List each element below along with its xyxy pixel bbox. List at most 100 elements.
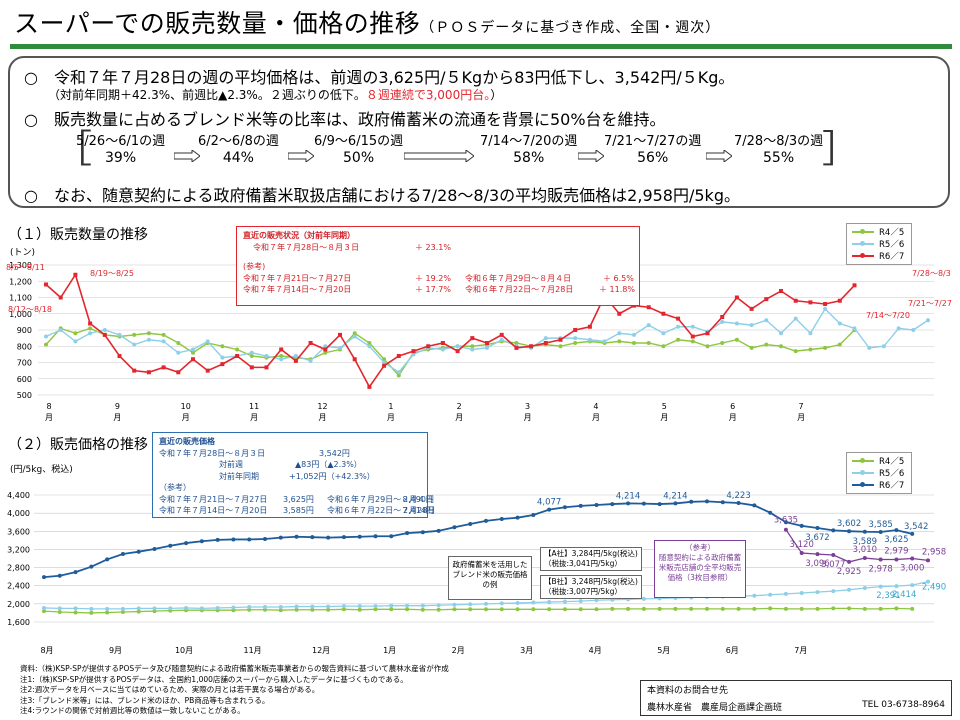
data-point <box>573 341 578 345</box>
company-a-price: 【A社】3,284円/5kg(税込) （税抜:3,041円/5kg） <box>540 547 642 571</box>
data-point <box>749 323 754 328</box>
data-point <box>587 324 592 329</box>
data-point <box>720 319 725 324</box>
data-point <box>352 331 357 336</box>
data-point <box>878 606 883 611</box>
data-point <box>847 587 852 592</box>
y-tick-label: 1,300 <box>9 261 32 270</box>
data-point <box>847 529 852 534</box>
data-point <box>484 601 488 606</box>
data-point <box>881 344 886 349</box>
data-point <box>420 603 425 608</box>
annotation-label: 7/14～7/20 <box>866 311 910 320</box>
title-sub: （ＰＯＳデータに基づき作成、全国・週次） <box>420 20 721 36</box>
data-point <box>88 326 93 331</box>
contact-box: 本資料のお問合せ先 農林水産省 農産局企画課企画班 TEL 03-6738-896… <box>640 680 952 716</box>
data-point <box>862 529 867 534</box>
data-point <box>44 334 48 339</box>
data-point <box>862 606 867 611</box>
data-point <box>661 311 666 316</box>
data-point <box>341 604 346 609</box>
legend-item-r4: R4／5 <box>852 226 906 238</box>
data-label: 3,010 <box>853 545 877 555</box>
series-line <box>45 272 856 389</box>
data-point <box>411 349 416 354</box>
data-point <box>736 606 741 611</box>
data-point <box>152 546 157 551</box>
data-point <box>573 336 578 341</box>
data-point <box>152 606 157 611</box>
data-point <box>405 607 410 612</box>
x-tick-label: 4 <box>593 402 598 411</box>
data-point <box>278 605 283 610</box>
data-point <box>720 341 725 345</box>
section-heading-price: （２）販売価格の推移 <box>8 437 148 453</box>
data-point <box>690 339 695 344</box>
data-point <box>768 510 773 515</box>
x-tick-unit: 月 <box>797 413 805 422</box>
data-point <box>247 537 252 542</box>
data-point <box>752 593 757 598</box>
data-point <box>105 557 110 562</box>
data-point <box>176 370 181 375</box>
data-point <box>793 349 798 354</box>
data-point <box>57 606 62 611</box>
x-tick-label: 12 <box>317 402 327 411</box>
data-point <box>531 607 536 612</box>
blend-ratio-row: ［ 5/26～6/1の週 39% 6/2～6/8の週 44% 6/9～6/15の週 5… <box>54 130 860 170</box>
data-point <box>768 606 773 611</box>
data-point <box>514 345 519 350</box>
data-point <box>44 342 48 347</box>
data-point <box>499 517 504 522</box>
data-point <box>749 345 754 350</box>
x-tick-unit: 月 <box>318 413 326 422</box>
x-tick-unit: 月 <box>113 413 121 422</box>
data-point <box>499 607 504 612</box>
data-point <box>808 300 813 305</box>
annotation-label: 7/21～7/27 <box>908 299 952 308</box>
data-point <box>799 523 804 528</box>
data-point <box>357 607 362 612</box>
ratio-item: 6/2～6/8の週 44% <box>198 134 279 166</box>
data-point <box>120 551 125 556</box>
x-tick-unit: 月 <box>45 413 53 422</box>
data-point <box>799 606 804 611</box>
govt-stockpile-note: （参考） 随意契約による政府備蓄米販売店舗の全平均販売価格（3枚目参照） <box>654 540 746 598</box>
ratio-item: 6/9～6/15の週 50% <box>314 134 404 166</box>
x-tick-unit: 月 <box>387 413 395 422</box>
data-point <box>720 315 725 319</box>
data-point <box>641 501 646 506</box>
data-point <box>578 503 583 508</box>
data-point <box>632 341 636 345</box>
data-point <box>73 272 78 277</box>
arrow-icon <box>578 150 604 162</box>
data-point <box>646 305 651 310</box>
data-point <box>862 556 867 561</box>
data-point <box>367 384 372 389</box>
data-point <box>823 345 828 350</box>
y-tick-label: 800 <box>17 342 32 351</box>
data-point <box>485 341 489 345</box>
data-point <box>389 534 394 539</box>
data-point <box>176 341 181 345</box>
data-point <box>215 605 220 610</box>
data-point <box>293 358 298 363</box>
data-label: 3,542 <box>904 522 928 532</box>
data-point <box>910 531 915 536</box>
data-point <box>661 331 666 336</box>
data-point <box>215 537 220 542</box>
x-tick-label: 1 <box>388 402 393 411</box>
data-point <box>310 604 315 609</box>
data-point <box>420 607 425 612</box>
data-point <box>779 344 783 349</box>
data-point <box>594 607 599 612</box>
data-point <box>926 318 930 323</box>
data-label: 3,625 <box>884 535 908 545</box>
y-tick-label: 3,600 <box>7 527 30 536</box>
data-point <box>323 344 328 349</box>
data-point <box>308 341 313 345</box>
data-point <box>543 341 548 345</box>
data-point <box>468 522 473 527</box>
data-label: 3,589 <box>853 537 877 547</box>
data-point <box>752 503 757 508</box>
